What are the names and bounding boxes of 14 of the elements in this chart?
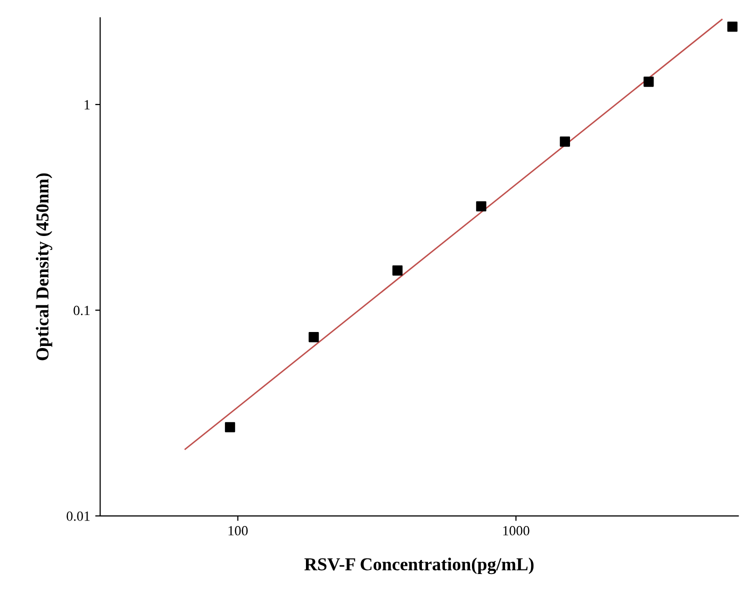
point <box>727 22 738 32</box>
point <box>392 265 403 276</box>
y-tick-label: 0.01 <box>66 511 90 521</box>
point <box>644 76 654 87</box>
point <box>560 136 570 147</box>
x-tick-label: 1000 <box>503 526 530 536</box>
y-axis-title: Optical Density (450nm) <box>36 173 52 360</box>
x-axis-title: RSV-F Concentration(pg/mL) <box>304 558 534 574</box>
point <box>224 422 236 432</box>
y-tick-label: 1 <box>84 100 90 110</box>
x-tick-label: 100 <box>228 526 248 536</box>
point <box>308 332 319 342</box>
point <box>476 201 486 212</box>
y-tick-label: 0.1 <box>74 306 90 316</box>
